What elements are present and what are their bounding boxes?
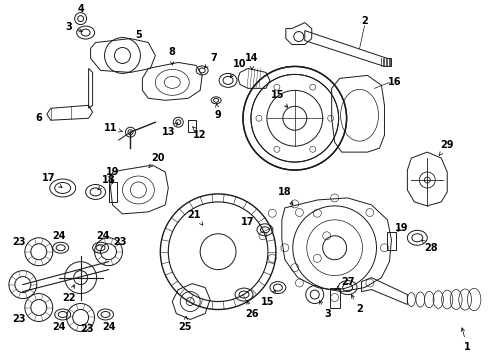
Text: 6: 6 — [35, 113, 42, 123]
Text: 4: 4 — [77, 4, 84, 14]
Text: 22: 22 — [62, 285, 75, 302]
Text: 23: 23 — [12, 237, 25, 247]
Text: 23: 23 — [114, 237, 127, 247]
Text: 1: 1 — [461, 328, 470, 352]
Text: 19: 19 — [106, 167, 119, 183]
Text: 24: 24 — [52, 323, 66, 332]
Text: 20: 20 — [148, 153, 165, 168]
Bar — [388, 232, 396, 250]
Text: 28: 28 — [421, 240, 438, 253]
Text: 17: 17 — [241, 217, 255, 227]
Text: 10: 10 — [230, 59, 247, 77]
Text: 26: 26 — [245, 301, 259, 319]
Text: 24: 24 — [96, 231, 109, 241]
Text: 24: 24 — [52, 231, 66, 241]
Text: 18: 18 — [98, 175, 115, 190]
Text: 2: 2 — [351, 295, 363, 315]
Text: 14: 14 — [245, 54, 259, 69]
Text: 29: 29 — [440, 140, 454, 156]
Text: 3: 3 — [65, 22, 82, 32]
Text: 3: 3 — [319, 301, 331, 319]
Text: 15: 15 — [271, 90, 288, 108]
Bar — [330, 288, 340, 307]
Text: 18: 18 — [278, 187, 293, 205]
Text: 2: 2 — [361, 15, 368, 26]
Text: 17: 17 — [42, 173, 62, 188]
Text: 19: 19 — [394, 223, 408, 233]
Text: 12: 12 — [193, 127, 207, 140]
Text: 21: 21 — [188, 210, 203, 225]
Text: 5: 5 — [135, 30, 142, 40]
Text: 15: 15 — [261, 290, 275, 306]
Text: 11: 11 — [104, 123, 122, 133]
Text: 24: 24 — [102, 323, 115, 332]
Text: 9: 9 — [215, 104, 221, 120]
Bar — [108, 182, 118, 202]
Text: 16: 16 — [388, 77, 401, 87]
Text: 13: 13 — [162, 122, 178, 137]
Text: 27: 27 — [336, 276, 354, 289]
Text: 7: 7 — [205, 54, 218, 68]
Text: 25: 25 — [178, 316, 192, 332]
Bar — [188, 120, 196, 132]
Text: 8: 8 — [169, 48, 176, 65]
Text: 23: 23 — [12, 314, 25, 324]
Text: 23: 23 — [80, 324, 94, 334]
